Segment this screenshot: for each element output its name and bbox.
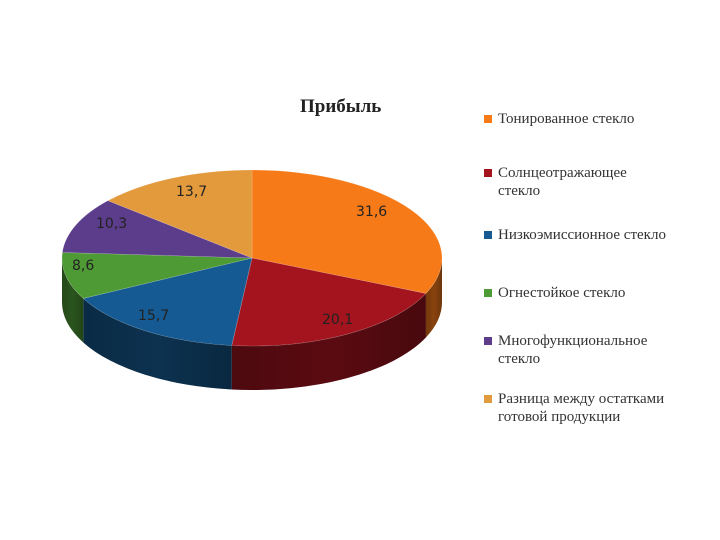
legend-swatch xyxy=(484,115,492,123)
legend-swatch xyxy=(484,337,492,345)
pie-slice-0 xyxy=(251,169,443,294)
data-label-5: 13,7 xyxy=(176,184,207,200)
legend-label: Разница между остатками готовой продукци… xyxy=(498,391,665,425)
pie-slice-side-shade-3 xyxy=(62,258,84,343)
legend-item-solar-reflective-glass: Солнцеотражающее стекло xyxy=(482,164,668,226)
legend-label: Низкоэмиссионное стекло xyxy=(498,227,666,243)
legend-swatch xyxy=(484,395,492,403)
chart-title: Прибыль xyxy=(300,96,382,117)
pie-slice-side-shade-0 xyxy=(425,258,442,338)
legend-swatch xyxy=(484,169,492,177)
legend-swatch xyxy=(484,231,492,239)
data-label-2: 15,7 xyxy=(138,308,169,324)
legend-item-tinted-glass: Тонированное стекло xyxy=(482,110,712,164)
data-label-0: 31,6 xyxy=(356,204,387,220)
legend-item-low-emission-glass: Низкоэмиссионное стекло xyxy=(482,226,712,284)
pie-slice-side-shade-1 xyxy=(231,293,426,390)
data-label-3: 8,6 xyxy=(72,258,94,274)
legend-label: Тонированное стекло xyxy=(498,111,635,127)
legend-label: Многофункциональное стекло xyxy=(498,333,648,367)
legend-swatch xyxy=(484,289,492,297)
data-label-1: 20,1 xyxy=(322,312,353,328)
chart-legend: Тонированное стекло Солнцеотражающее сте… xyxy=(482,110,712,426)
data-label-4: 10,3 xyxy=(96,216,127,232)
pie-slice-2 xyxy=(82,257,253,346)
pie-slice-1 xyxy=(231,257,427,347)
legend-item-multifunctional-glass: Многофункциональное стекло xyxy=(482,332,668,390)
pie-slice-4 xyxy=(62,200,253,259)
legend-item-fire-resistant-glass: Огнестойкое стекло xyxy=(482,284,712,332)
pie-slice-side-shade-2 xyxy=(83,298,232,390)
pie-slice-3 xyxy=(61,252,253,299)
legend-item-finished-goods-difference: Разница между остатками готовой продукци… xyxy=(482,390,688,426)
legend-label: Огнестойкое стекло xyxy=(498,285,626,301)
legend-label: Солнцеотражающее стекло xyxy=(498,165,627,199)
pie-slice-5 xyxy=(107,169,253,259)
